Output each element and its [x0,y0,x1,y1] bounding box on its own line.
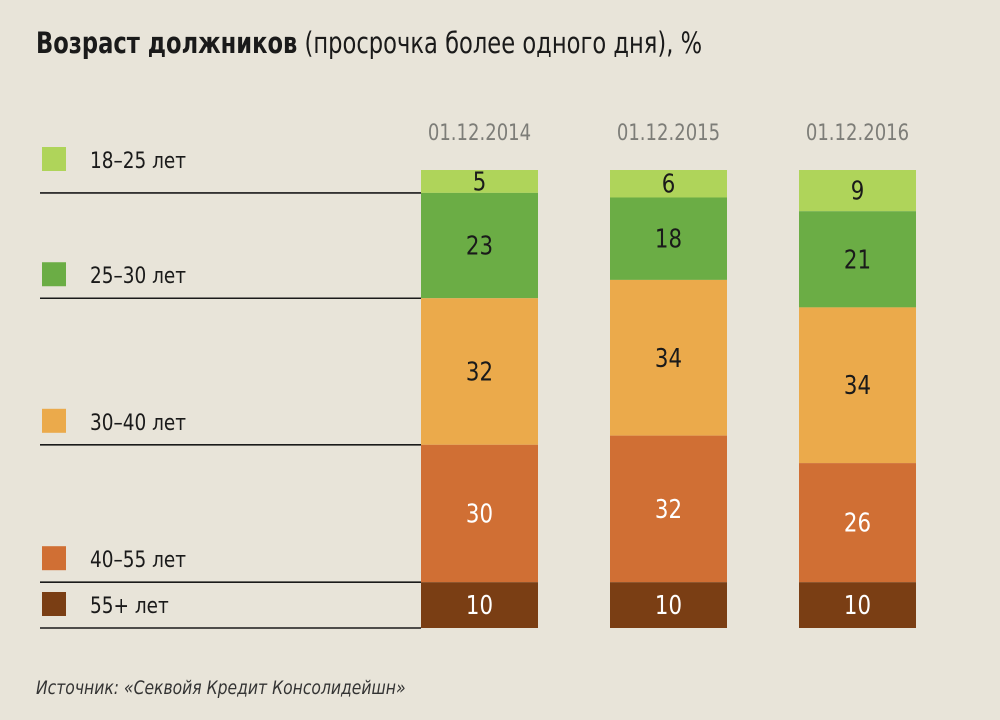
value-label: 5 [473,166,487,197]
source-note: Источник: «Секвойя Кредит Консолидейшн» [36,677,406,699]
bar-segment [610,435,727,583]
bar-segment [610,170,727,198]
value-label: 18 [655,224,682,255]
bar-segment [799,463,916,583]
value-label: 34 [655,343,682,374]
legend-label: 25–30 лет [90,263,186,289]
value-label: 23 [466,231,493,262]
bar-segment [421,582,538,628]
bar-segment [610,582,727,628]
bar-segment [799,582,916,628]
legend-swatch [42,147,66,171]
bar-segment [799,211,916,308]
legend-swatch [42,408,66,433]
legend-label: 30–40 лет [90,409,186,435]
value-label: 10 [466,590,493,621]
value-label: 34 [844,370,871,401]
legend-swatch [42,546,66,571]
value-label: 30 [466,498,493,529]
bar-segment [799,170,916,212]
bar-segment [421,192,538,299]
bar-segment [799,307,916,464]
chart-title-main: Возраст должников [36,26,298,60]
value-label: 9 [851,176,865,207]
legend-swatch [42,592,66,616]
chart-title-subtitle: (просрочка более одного дня), % [304,26,703,60]
legend-swatch [42,262,66,287]
value-label: 32 [655,494,682,525]
category-label: 01.12.2016 [806,119,909,145]
bar-segment [421,170,538,193]
value-label: 21 [844,244,871,275]
legend-label: 55+ лет [90,592,169,618]
value-label: 10 [655,590,682,621]
bar-segment [610,279,727,436]
bar-segment [421,444,538,583]
legend-label: 40–55 лет [90,547,186,573]
legend-label: 18–25 лет [90,147,186,173]
value-label: 10 [844,590,871,621]
category-label: 01.12.2014 [428,119,531,145]
bar-segment [421,298,538,445]
category-label: 01.12.2015 [617,119,720,145]
bar-segment [610,197,727,280]
chart-title: Возраст должников (просрочка более одног… [36,26,702,60]
value-label: 26 [844,508,871,539]
value-label: 6 [662,169,676,200]
value-label: 32 [466,356,493,387]
